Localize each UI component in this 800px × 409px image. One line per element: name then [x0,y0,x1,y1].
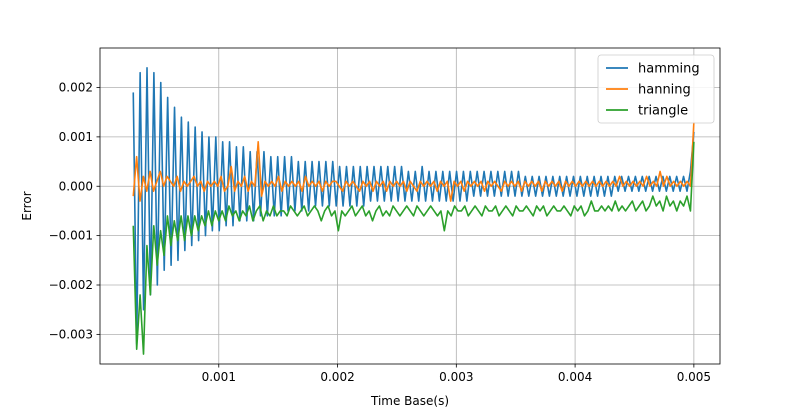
x-tick-label: 0.001 [202,370,236,384]
series-layer [132,66,695,355]
plot-frame [99,47,721,365]
series-line-triangle [132,141,695,355]
y-tick-label: −0.003 [49,327,93,341]
y-axis-label: Error [20,191,34,220]
x-axis: 0.001 0.002 0.003 0.004 0.005 [202,364,711,384]
y-tick-label: 0.001 [59,130,93,144]
legend-label-hanning: hanning [638,83,691,98]
series-line-hanning [132,122,695,202]
y-axis: 0.002 0.001 0.000 −0.001 −0.002 −0.003 [49,81,100,341]
legend-label-hamming: hamming [638,62,700,77]
x-axis-label: Time Base(s) [370,394,449,408]
x-tick-label: 0.002 [320,370,354,384]
y-tick-label: −0.002 [49,278,93,292]
x-tick-label: 0.003 [439,370,473,384]
legend: hamming hanning triangle [597,54,715,124]
x-tick-label: 0.004 [558,370,592,384]
legend-box [597,54,715,124]
y-tick-label: 0.002 [59,81,93,95]
y-tick-label: 0.000 [59,179,93,193]
legend-label-triangle: triangle [638,104,688,119]
x-tick-label: 0.005 [677,370,711,384]
y-tick-label: −0.001 [49,229,93,243]
